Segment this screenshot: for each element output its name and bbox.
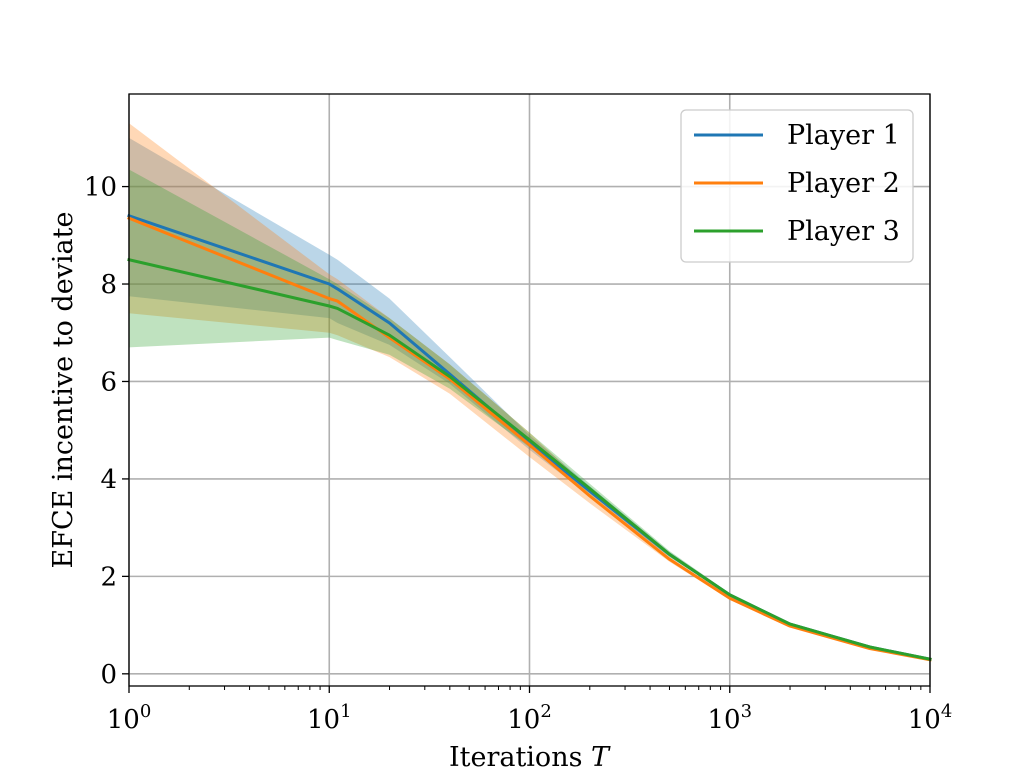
band-player-3 <box>129 169 930 661</box>
x-tick-label: 101 <box>307 701 352 735</box>
x-axis-label: Iterations T <box>449 742 611 773</box>
band-player-1 <box>129 137 930 661</box>
legend: Player 1 Player 2 Player 3 <box>680 109 914 263</box>
series-lines <box>127 213 932 662</box>
legend-label: Player 1 <box>787 120 900 151</box>
y-tick-label: 6 <box>100 367 117 397</box>
confidence-bands <box>129 123 930 661</box>
line-player-3 <box>127 257 932 661</box>
x-tick-label: 102 <box>507 701 552 735</box>
legend-label: Player 2 <box>787 168 900 199</box>
y-tick-label: 4 <box>100 465 117 495</box>
y-tick-label: 10 <box>84 173 117 203</box>
y-tick-label: 2 <box>100 562 117 592</box>
y-axis-label: EFCE incentive to deviate <box>48 212 79 569</box>
tick-labels: 100 101 102 103 104 0 2 4 6 8 10 <box>84 173 952 735</box>
legend-label: Player 3 <box>787 216 900 247</box>
legend-box <box>680 109 914 263</box>
x-tick-label: 104 <box>908 701 953 735</box>
x-tick-label: 100 <box>107 701 152 735</box>
y-tick-label: 0 <box>100 660 117 690</box>
y-tick-label: 8 <box>100 270 117 300</box>
line-player-2 <box>127 216 932 662</box>
x-tick-label: 103 <box>707 701 752 735</box>
axis-ticks <box>122 185 931 693</box>
